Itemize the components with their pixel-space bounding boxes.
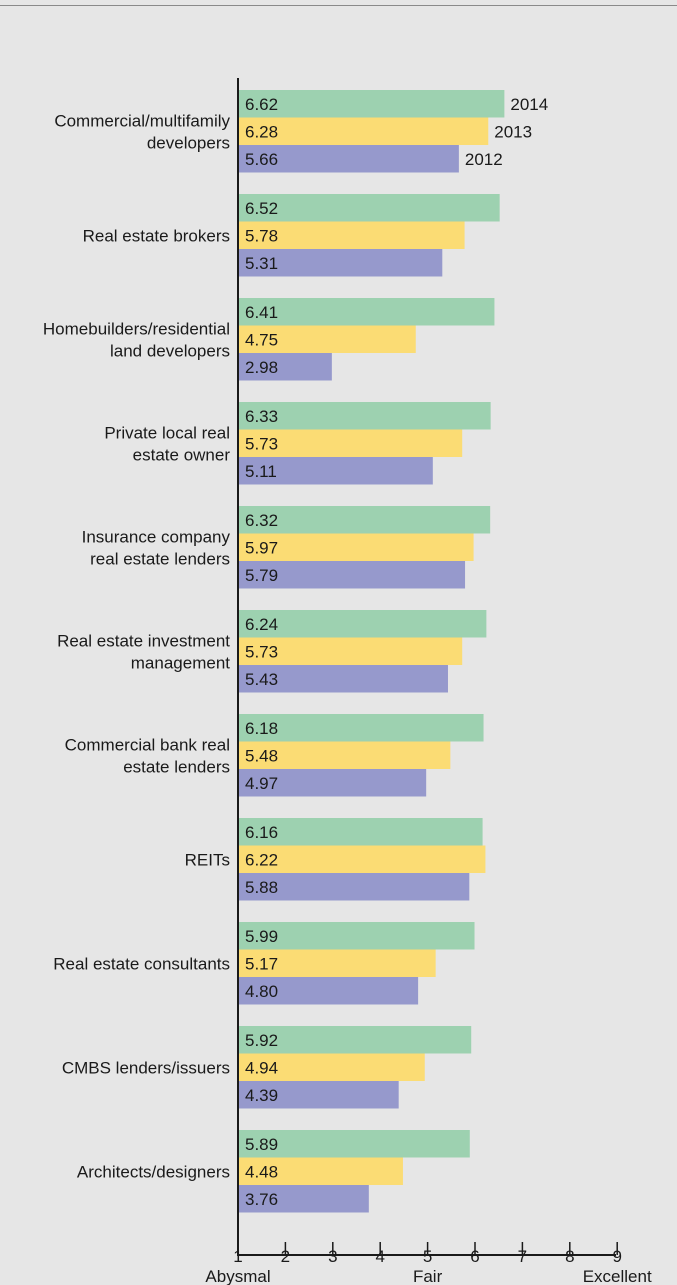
value-label-2014-8: 6.16 [245,823,278,842]
value-label-2013-5: 5.97 [245,538,278,557]
bar-2012-5 [238,561,466,589]
bar-2013-6 [238,637,463,665]
value-label-2013-3: 4.75 [245,330,278,349]
bar-2014-3 [238,298,495,326]
bar-2012-6 [238,665,448,693]
value-label-2014-1: 6.62 [245,95,278,114]
value-label-2012-3: 2.98 [245,358,278,377]
x-tick-label-6: 6 [470,1247,479,1266]
bar-2012-8 [238,873,470,901]
value-label-2013-8: 6.22 [245,850,278,869]
bar-2014-11 [238,1130,470,1158]
x-axis-ticks: 1 2 3 4 5 6 7 8 9 [233,1242,622,1266]
bar-2012-11 [238,1185,369,1213]
category-label-10: CMBS lenders/issuers [62,1058,230,1077]
category-labels: Commercial/multifamily developers Real est… [43,111,231,1181]
bar-2012-10 [238,1081,399,1109]
value-label-2012-5: 5.79 [245,566,278,585]
x-tick-label-1: 1 [233,1247,242,1266]
legend-label-2014: 2014 [510,95,548,114]
bar-2012-9 [238,977,419,1005]
bar-2013-4 [238,429,463,457]
bar-2012-1 [238,145,459,173]
bar-2013-11 [238,1157,403,1185]
bar-2014-8 [238,818,483,846]
bar-2014-4 [238,402,491,430]
bar-2013-1 [238,117,489,145]
bar-2013-9 [238,949,436,977]
value-label-2014-11: 5.89 [245,1135,278,1154]
bar-2013-7 [238,741,451,769]
value-label-2012-4: 5.11 [245,462,277,481]
x-axis-scale-labels: Abysmal Fair Excellent [205,1267,652,1285]
x-tick-label-4: 4 [375,1247,384,1266]
value-label-2013-1: 6.28 [245,122,278,141]
value-label-2013-11: 4.48 [245,1162,278,1181]
value-label-2012-6: 5.43 [245,670,278,689]
value-label-2012-11: 3.76 [245,1190,278,1209]
x-tick-label-8: 8 [565,1247,574,1266]
bar-2012-3 [238,353,332,381]
bars: 6.62 2014 6.28 2013 5.66 2012 6.52 5.78 5.31 6.41… [238,90,548,1213]
x-tick-label-3: 3 [328,1247,337,1266]
value-label-2013-10: 4.94 [245,1058,278,1077]
x-tick-label-5: 5 [423,1247,432,1266]
category-label-1: Commercial/multifamily developers [54,111,230,152]
value-label-2012-1: 5.66 [245,150,278,169]
category-label-8: REITs [185,850,230,869]
value-label-2014-4: 6.33 [245,407,278,426]
bar-2014-5 [238,506,491,534]
value-label-2012-10: 4.39 [245,1086,278,1105]
category-label-2: Real estate brokers [83,226,230,245]
bar-2013-5 [238,533,474,561]
value-label-2014-5: 6.32 [245,511,278,530]
value-label-2013-6: 5.73 [245,642,278,661]
value-label-2012-9: 4.80 [245,982,278,1001]
value-label-2012-8: 5.88 [245,878,278,897]
value-label-2013-4: 5.73 [245,434,278,453]
bar-2014-7 [238,714,484,742]
bar-2013-2 [238,221,465,249]
x-tick-label-2: 2 [281,1247,290,1266]
legend-label-2012: 2012 [465,150,503,169]
x-tick-label-7: 7 [518,1247,527,1266]
scale-label-fair: Fair [413,1267,443,1285]
value-label-2014-9: 5.99 [245,927,278,946]
value-label-2013-9: 5.17 [245,954,278,973]
category-label-9: Real estate consultants [53,954,230,973]
bar-2014-9 [238,922,475,950]
bar-2014-6 [238,610,487,638]
bar-2014-1 [238,90,505,118]
legend-label-2013: 2013 [494,122,532,141]
category-label-11: Architects/designers [77,1162,230,1181]
value-label-2014-3: 6.41 [245,303,278,322]
scale-label-abysmal: Abysmal [205,1267,270,1285]
value-label-2014-10: 5.92 [245,1031,278,1050]
bar-2014-10 [238,1026,472,1054]
bar-2012-4 [238,457,433,485]
value-label-2013-7: 5.48 [245,746,278,765]
category-label-3: Homebuilders/residential land developers [43,319,230,360]
category-label-6: Real estate investment management [57,631,230,672]
category-label-5: Insurance company real estate lenders [82,527,231,568]
value-label-2012-2: 5.31 [245,254,278,273]
value-label-2012-7: 4.97 [245,774,278,793]
category-label-7: Commercial bank real estate lenders [65,735,230,776]
value-label-2014-6: 6.24 [245,615,278,634]
bar-2013-3 [238,325,416,353]
x-tick-label-9: 9 [612,1247,621,1266]
bar-2013-8 [238,845,486,873]
value-label-2013-2: 5.78 [245,226,278,245]
bar-2013-10 [238,1053,425,1081]
category-label-4: Private local real estate owner [104,423,230,464]
bar-2012-7 [238,769,427,797]
bar-2014-2 [238,194,500,222]
scale-label-excellent: Excellent [583,1267,652,1285]
value-label-2014-2: 6.52 [245,199,278,218]
bar-2012-2 [238,249,443,277]
value-label-2014-7: 6.18 [245,719,278,738]
